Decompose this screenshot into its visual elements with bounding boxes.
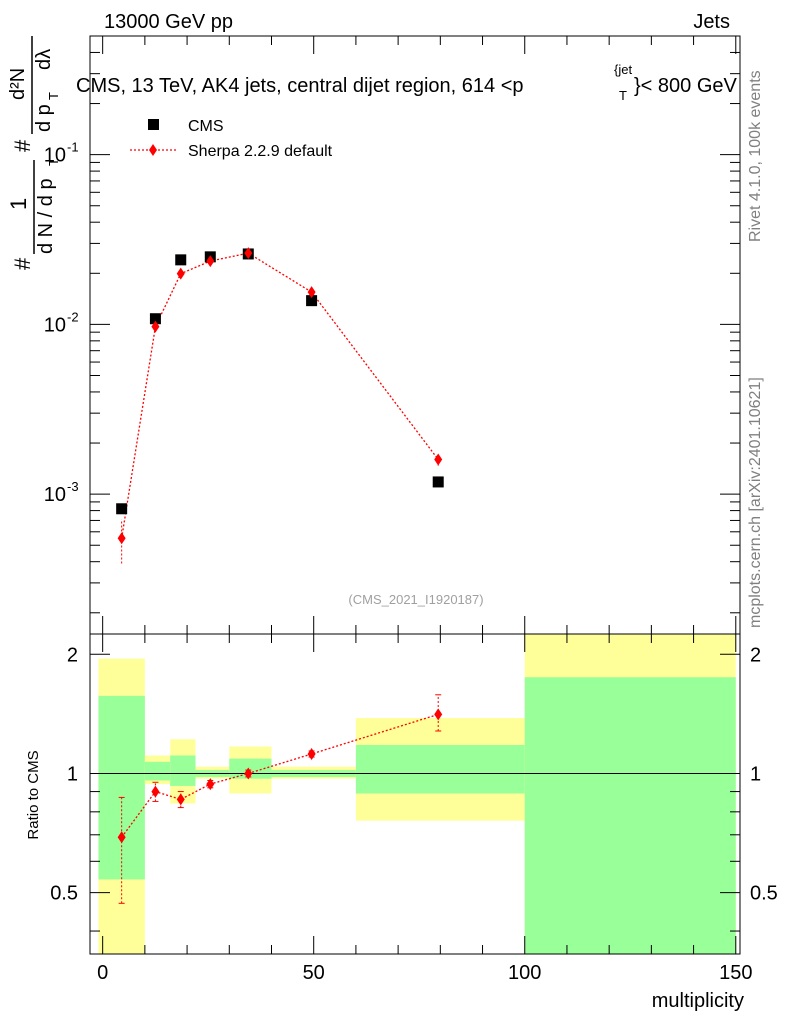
mcplots-info: mcplots.cern.ch [arXiv:2401.10621]: [747, 377, 764, 628]
sherpa-point: [244, 247, 253, 260]
top-y-label: # 1 d N / d p T # d²N d p T dλ: [6, 36, 61, 270]
y-label-deriv-den: d p: [33, 104, 55, 132]
x-tick-label: 150: [719, 962, 752, 984]
top-y-tick-label: 10: [44, 314, 66, 336]
ratio-y-tick-label-left: 1: [67, 763, 78, 785]
rivet-info: Rivet 4.1.0, 100k events: [747, 70, 764, 242]
sherpa-point: [206, 255, 215, 268]
sherpa-point: [307, 286, 316, 299]
legend-cms-marker: [148, 119, 159, 130]
legend-cms-label: CMS: [188, 118, 224, 135]
ratio-y-tick-label-left: 2: [67, 644, 78, 666]
legend: CMS Sherpa 2.2.9 default: [130, 118, 333, 160]
ratio-sherpa-point: [206, 778, 215, 791]
ratio-y-tick-label-right: 2: [750, 644, 761, 666]
header-left: 13000 GeV pp: [104, 11, 233, 33]
legend-sherpa-label: Sherpa 2.2.9 default: [188, 143, 333, 160]
stat-uncertainty-band: [144, 761, 171, 781]
cms-point: [116, 503, 128, 515]
sherpa-line: [121, 252, 439, 539]
x-tick-label: 50: [303, 962, 325, 984]
sherpa-point: [151, 320, 160, 333]
y-label-frac-den: d N / d p: [35, 178, 57, 254]
title-tail: }< 800 GeV: [634, 75, 738, 97]
sherpa-point: [434, 453, 443, 466]
sherpa-point: [176, 267, 185, 280]
y-label-deriv-num: d²N: [7, 68, 29, 100]
cms-point: [175, 254, 187, 266]
top-title: CMS, 13 TeV, AK4 jets, central dijet reg…: [76, 62, 738, 103]
y-label-frac-num: 1: [6, 198, 31, 210]
top-y-tick-label: 10: [44, 145, 66, 167]
top-y-tick-label-exp: -2: [67, 309, 79, 324]
ratio-axes: 0.5 0.5 1 1 2 2 0 50 100 150: [50, 634, 778, 984]
ratio-y-label: Ratio to CMS: [25, 750, 42, 839]
legend-sherpa-marker: [149, 144, 157, 156]
top-y-tick-label-exp: -3: [67, 479, 79, 494]
x-axis-label: multiplicity: [652, 990, 744, 1012]
stat-uncertainty-band: [524, 677, 736, 954]
y-label-deriv-den-tail: dλ: [33, 49, 55, 70]
ratio-y-tick-label-right: 1: [750, 763, 761, 785]
ratio-data-marks: [117, 694, 443, 904]
ratio-panel-frame: [89, 633, 741, 955]
title-sub: T: [619, 88, 627, 103]
ratio-sherpa-point: [307, 747, 316, 760]
y-label-hash-outer: #: [10, 257, 35, 270]
cms-point: [306, 295, 318, 307]
header-right: Jets: [693, 11, 730, 33]
analysis-watermark: (CMS_2021_I1920187): [348, 592, 483, 607]
y-label-deriv-den-sub: T: [46, 92, 61, 100]
ratio-uncertainty-bands: [98, 634, 736, 954]
stat-uncertainty-band: [98, 695, 145, 880]
y-label-frac-den-sub: T: [46, 158, 61, 166]
top-data-marks: [116, 247, 444, 564]
sherpa-point: [117, 532, 126, 545]
ratio-sherpa-point: [244, 767, 253, 780]
ratio-y-tick-label-right: 0.5: [750, 883, 778, 905]
cms-point: [432, 476, 444, 488]
ratio-sherpa-point: [117, 831, 126, 844]
stat-uncertainty-band: [355, 744, 525, 794]
ratio-sherpa-point: [151, 785, 160, 798]
cms-point: [149, 313, 161, 325]
ratio-y-tick-label-left: 0.5: [50, 883, 78, 905]
x-tick-label: 100: [508, 962, 541, 984]
title-main: CMS, 13 TeV, AK4 jets, central dijet reg…: [76, 75, 524, 97]
x-tick-label: 0: [97, 962, 108, 984]
title-sup: {jet: [614, 62, 632, 77]
stat-uncertainty-band: [170, 755, 196, 786]
top-y-tick-label: 10: [44, 484, 66, 506]
ratio-sherpa-point: [176, 793, 185, 806]
y-label-hash-inner: #: [10, 139, 35, 152]
top-y-tick-label-exp: -1: [67, 140, 79, 155]
ratio-sherpa-point: [434, 708, 443, 721]
